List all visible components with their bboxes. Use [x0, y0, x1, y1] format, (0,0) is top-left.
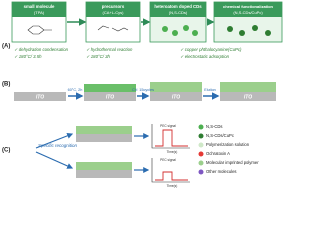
molecule — [27, 25, 52, 35]
step-subtitle: (N,S-CDs/CuPc) — [233, 10, 263, 15]
x-axis-label: Time(s) — [167, 184, 178, 188]
step-title: precursors — [102, 4, 125, 9]
legend-swatch — [198, 142, 204, 148]
electrode-label: ITO — [172, 94, 180, 100]
electrodes — [14, 82, 276, 101]
legend-label: Ochratoxin A — [206, 151, 230, 156]
note: ✓ dehydration condensation — [14, 47, 69, 52]
molecule — [97, 25, 129, 32]
panel-label: (C) — [2, 148, 10, 154]
legend-swatch — [198, 151, 204, 157]
recognition: Specific recognition — [38, 143, 78, 148]
electrode-label: ITO — [244, 94, 252, 100]
note: ✓ electrostatic adsorption — [180, 54, 230, 59]
legend-swatch — [198, 133, 204, 139]
step-header — [214, 2, 282, 17]
dots — [227, 25, 271, 36]
arrows — [35, 132, 150, 173]
step-header — [150, 2, 206, 17]
step-title: chemical functionalization — [223, 4, 274, 9]
dots — [162, 25, 198, 36]
legend-label: Polymerization solution — [206, 142, 250, 147]
note: ✓ hydrothermal reaction — [86, 47, 133, 52]
legend-label: N,S-CDs — [206, 124, 223, 129]
pec-trace — [155, 171, 188, 181]
pec-trace — [155, 129, 188, 147]
x-axis-label: Time(s) — [167, 150, 178, 154]
legend-swatch — [198, 169, 204, 175]
panel-label: (A) — [2, 44, 10, 50]
note: ✓ 180°C/ 3.5h — [14, 54, 42, 59]
legend-swatch — [198, 124, 204, 130]
step-header — [86, 2, 140, 17]
electrode-label: ITO — [106, 94, 114, 100]
electrode-label: ITO — [36, 94, 44, 100]
condition: 60°C, 2h — [68, 88, 83, 92]
step-subtitle: (N,S-CDs) — [169, 10, 188, 15]
step-header — [12, 2, 66, 17]
step-subtitle: (TPA) — [34, 10, 45, 15]
legend-label: Molecular imprinted polymer — [206, 160, 259, 165]
condition: CV: 15cycles — [132, 88, 154, 92]
y-axis-label: PEC signal — [160, 124, 176, 128]
electrodes — [76, 126, 132, 178]
pec-plot — [151, 124, 190, 183]
step-title: small molecule — [24, 4, 55, 9]
legend-label: N,S-CDs/CuPc — [206, 133, 234, 138]
note: ✓ copper phthalocyanine(CuPc) — [180, 47, 242, 52]
legend-swatch — [198, 160, 204, 166]
panel-label: (B) — [2, 82, 10, 88]
note: ✓ 180°C/ 3h — [86, 54, 111, 59]
diagram: (A) small molecule(TPA) precursors(CA+L-Cy… — [2, 1, 283, 188]
legend-label: Other molecules — [206, 169, 237, 174]
step-subtitle: (CA+L-Cys) — [102, 10, 124, 15]
step-title: heteroatom doped CDs — [154, 4, 202, 9]
condition: Elution — [204, 88, 216, 92]
y-axis-label: PEC signal — [160, 158, 176, 162]
